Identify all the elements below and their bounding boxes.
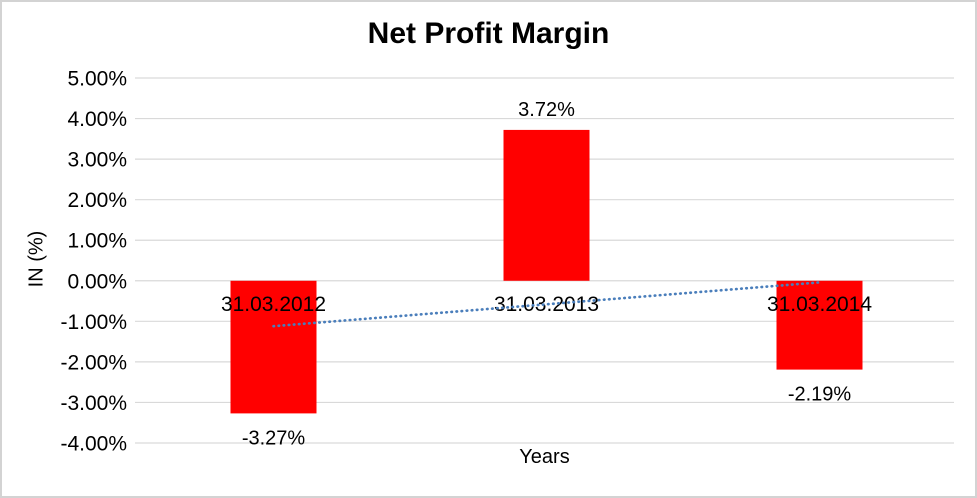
trendline [272, 281, 821, 328]
y-tick-label: 2.00% [67, 189, 127, 212]
value-label: 3.72% [518, 99, 575, 121]
y-tick-label: -4.00% [60, 433, 127, 456]
chart-title: Net Profit Margin [367, 17, 610, 50]
bar [503, 129, 590, 281]
y-tick-label: -3.00% [60, 392, 127, 415]
x-axis-title: Years [519, 446, 570, 468]
y-tick-label: -2.00% [60, 351, 127, 374]
y-tick-label: 0.00% [67, 270, 127, 293]
bar [776, 280, 863, 370]
y-tick-label: -1.00% [60, 311, 127, 334]
value-label: -2.19% [788, 384, 852, 406]
y-tick-label: 1.00% [67, 230, 127, 253]
value-label: -3.27% [242, 427, 306, 449]
y-tick-label: 5.00% [67, 68, 127, 91]
y-tick-label: 3.00% [67, 149, 127, 172]
category-label: 31.03.2012 [221, 293, 326, 316]
category-label: 31.03.2014 [767, 293, 872, 316]
category-label: 31.03.2013 [494, 293, 599, 316]
y-tick-label: 4.00% [67, 108, 127, 131]
bar [230, 280, 317, 414]
